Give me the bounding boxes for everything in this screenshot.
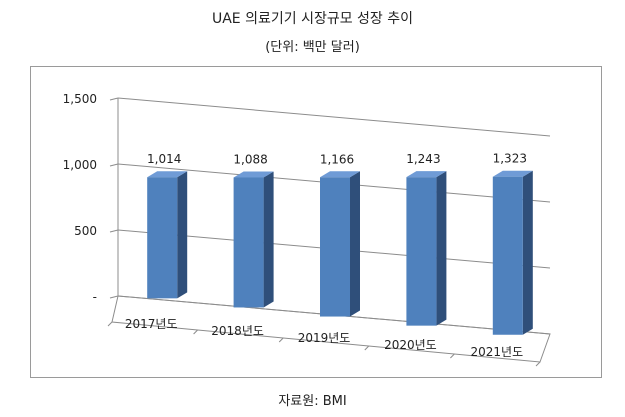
bar-top [233, 171, 274, 178]
x-tick [278, 337, 284, 343]
bar-top [492, 170, 533, 177]
x-tick [535, 361, 541, 367]
chart-subtitle: (단위: 백만 달러) [265, 40, 360, 55]
data-label: 1,014 [147, 152, 181, 166]
gridline-wall [109, 295, 119, 299]
x-tick-label: 2018년도 [211, 324, 264, 338]
bar [320, 177, 350, 317]
x-tick [364, 345, 370, 351]
y-tick-label: 500 [74, 224, 97, 238]
chart-title: UAE 의료기기 시장규모 성장 추이 [211, 11, 414, 27]
x-tick [107, 321, 113, 327]
y-tick-label: 1,000 [63, 158, 97, 172]
x-tick-label: 2021년도 [470, 345, 523, 359]
bar-top [406, 171, 447, 178]
gridline [117, 97, 551, 137]
bar-side [350, 171, 360, 317]
x-tick-label: 2017년도 [125, 317, 178, 331]
gridline-wall [109, 229, 119, 233]
bar [233, 177, 264, 308]
x-tick-label: 2019년도 [298, 331, 351, 345]
bar-side [177, 171, 188, 299]
bar [406, 177, 437, 326]
gridline-wall [109, 97, 119, 101]
x-tick [450, 353, 455, 359]
bar-side [263, 171, 274, 308]
y-tick-label: - [93, 290, 97, 304]
chart-frame [30, 66, 602, 378]
data-label: 1,088 [233, 152, 267, 166]
x-tick [193, 329, 198, 335]
source-note: 자료원: BMI [278, 394, 347, 409]
bar [492, 176, 523, 335]
data-label: 1,166 [320, 152, 354, 166]
bar [147, 177, 178, 299]
x-tick-label: 2020년도 [384, 338, 437, 352]
data-label: 1,323 [493, 152, 527, 166]
bar-side [522, 170, 533, 335]
bar-side [436, 171, 447, 326]
gridline-wall [109, 163, 119, 167]
data-label: 1,243 [406, 152, 440, 166]
bar-top [320, 171, 360, 178]
bar-top [147, 171, 188, 178]
y-tick-label: 1,500 [63, 92, 97, 106]
